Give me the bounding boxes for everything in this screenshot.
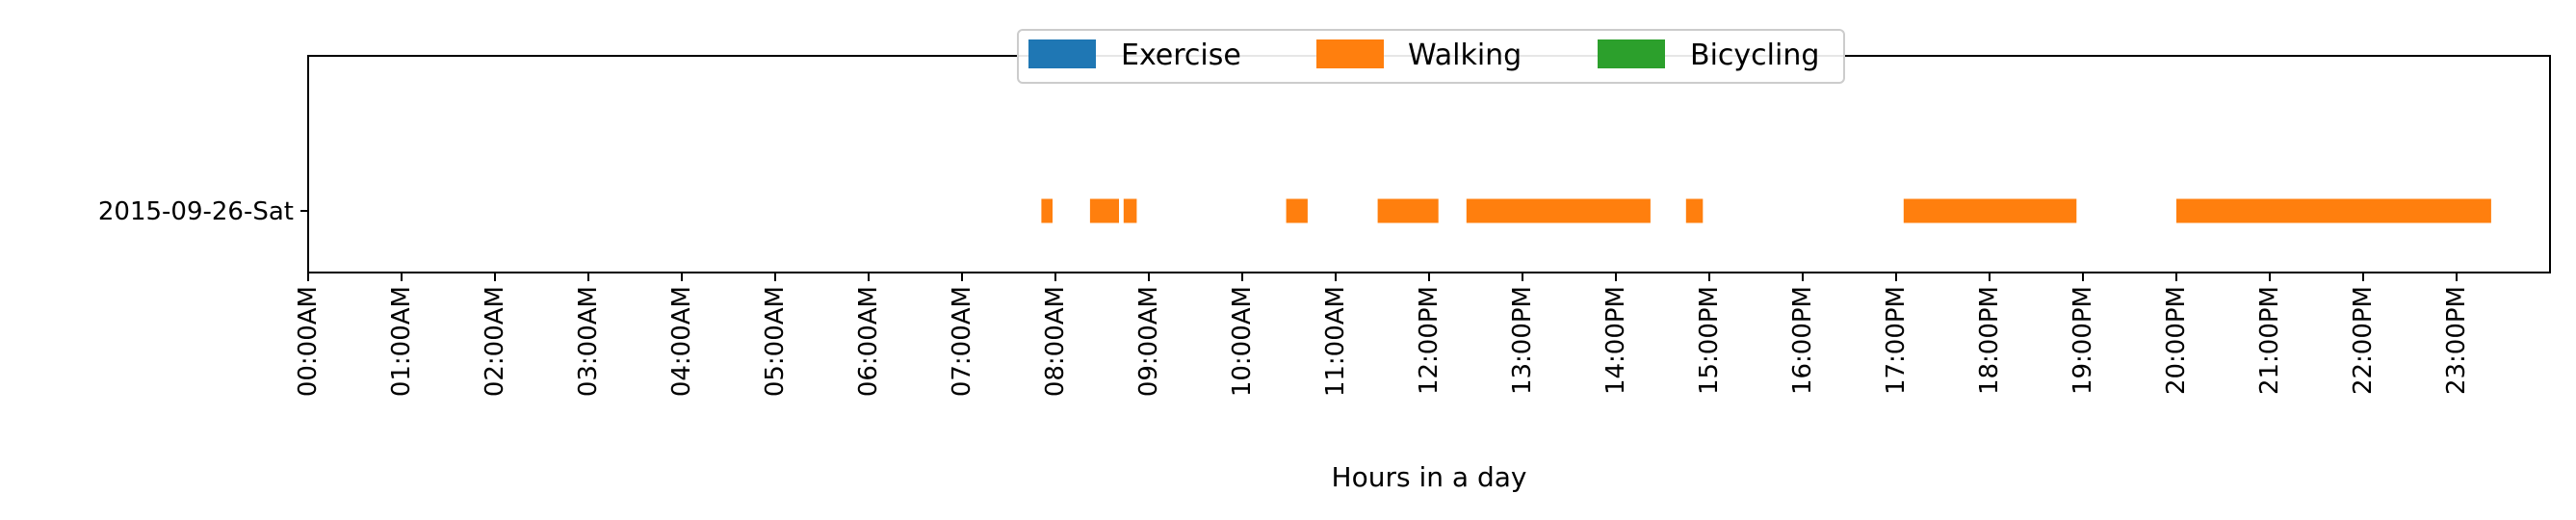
- x-tick-label: 13:00PM: [1508, 286, 1537, 395]
- x-tick-label: 17:00PM: [1882, 286, 1911, 395]
- bar-walking-5: [1466, 198, 1651, 223]
- plot-frame: [307, 55, 2551, 273]
- x-tick-label: 01:00AM: [387, 286, 416, 397]
- legend-label-bicycling: Bicycling: [1690, 39, 1819, 72]
- legend-swatch-walking: [1316, 39, 1384, 68]
- bar-walking-8: [2176, 198, 2491, 223]
- legend-swatch-exercise: [1028, 39, 1096, 68]
- bar-walking-7: [1903, 198, 2077, 223]
- x-tick-label: 12:00PM: [1415, 286, 1444, 395]
- x-tick-label: 03:00AM: [574, 286, 603, 397]
- x-tick-label: 05:00AM: [761, 286, 790, 397]
- legend-swatch-bicycling: [1598, 39, 1665, 68]
- x-tick-label: 02:00AM: [481, 286, 509, 397]
- x-tick-label: 15:00PM: [1695, 286, 1724, 395]
- x-tick-label: 08:00AM: [1041, 286, 1070, 397]
- x-tick-label: 11:00AM: [1321, 286, 1350, 397]
- bar-walking-6: [1685, 198, 1704, 223]
- x-tick-label: 21:00PM: [2255, 286, 2284, 395]
- bars-layer: [1041, 198, 2491, 223]
- bar-walking-4: [1377, 198, 1439, 223]
- x-tick-label: 06:00AM: [854, 286, 883, 397]
- x-tick-label: 19:00PM: [2069, 286, 2097, 395]
- bar-walking-3: [1286, 198, 1308, 223]
- x-axis: 00:00AM 01:00AM 02:00AM 03:00AM 04:00AM 05:00…: [294, 273, 2471, 397]
- x-tick-label: 18:00PM: [1975, 286, 2004, 395]
- x-tick-label: 10:00AM: [1228, 286, 1257, 397]
- legend: Exercise Walking Bicycling: [1017, 29, 1845, 84]
- x-tick-label: 04:00AM: [667, 286, 696, 397]
- legend-label-walking: Walking: [1408, 39, 1522, 72]
- x-tick-label: 14:00PM: [1601, 286, 1630, 395]
- x-tick-label: 09:00AM: [1134, 286, 1163, 397]
- x-tick-label: 22:00PM: [2349, 286, 2378, 395]
- x-tick-label: 16:00PM: [1788, 286, 1817, 395]
- legend-label-exercise: Exercise: [1121, 39, 1241, 72]
- y-axis: 2015-09-26-Sat: [98, 197, 308, 226]
- x-tick-label: 07:00AM: [948, 286, 976, 397]
- bar-walking-2: [1123, 198, 1137, 223]
- bar-walking-0: [1041, 198, 1053, 223]
- y-tick-label: 2015-09-26-Sat: [98, 197, 294, 226]
- x-tick-label: 20:00PM: [2162, 286, 2191, 395]
- x-tick-label: 00:00AM: [294, 286, 323, 397]
- x-axis-title: Hours in a day: [1332, 461, 1527, 493]
- bar-walking-1: [1089, 198, 1119, 223]
- x-tick-label: 23:00PM: [2442, 286, 2471, 395]
